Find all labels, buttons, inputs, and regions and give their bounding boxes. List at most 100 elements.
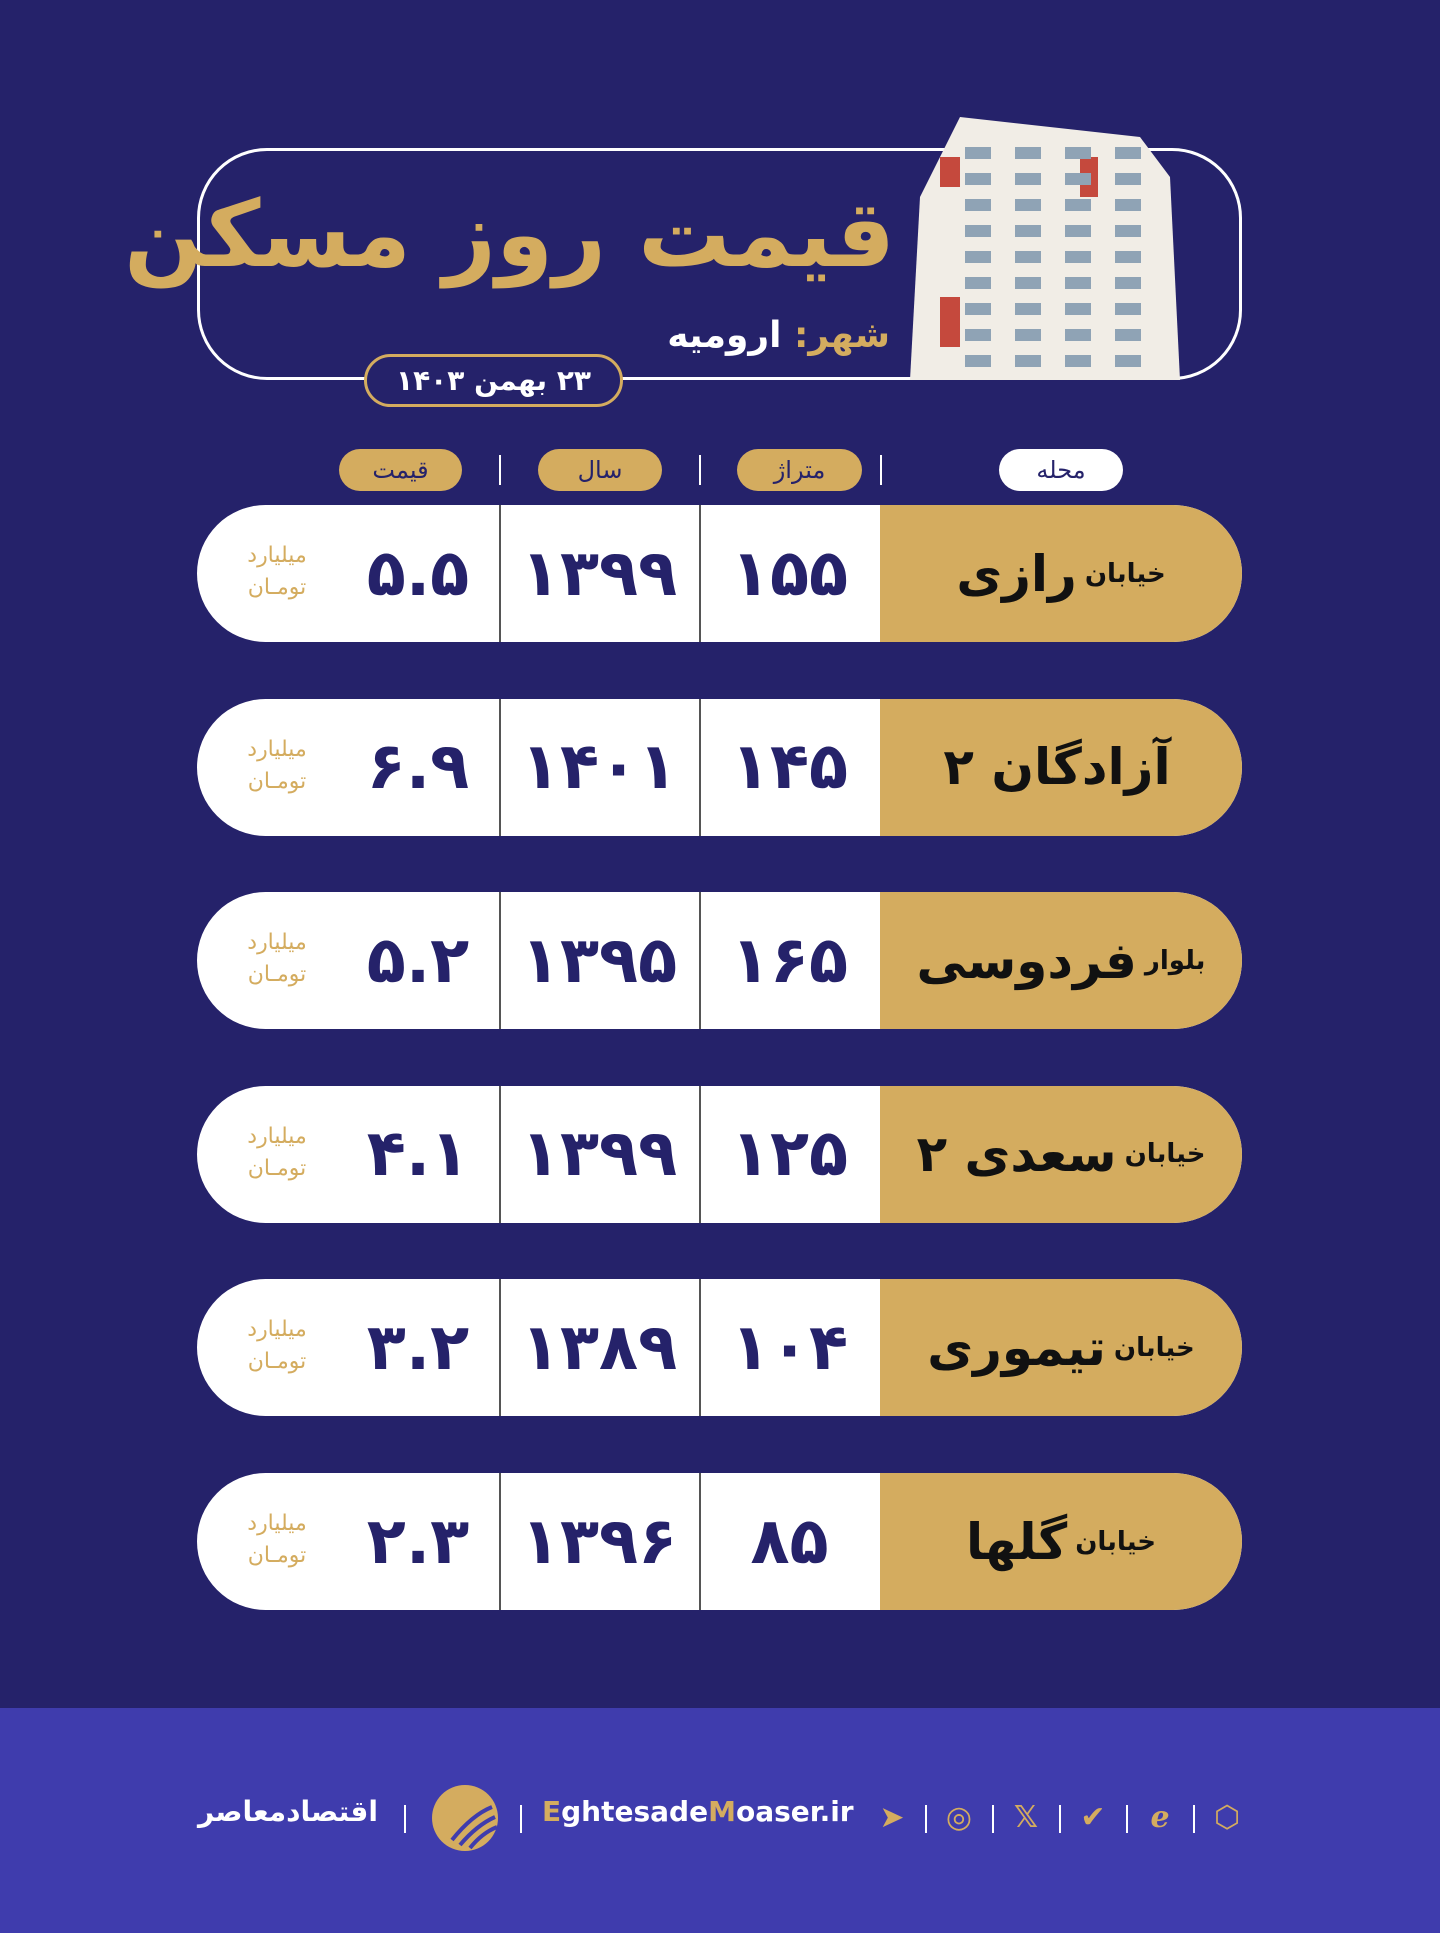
price-unit: میلیارد تومـان	[227, 734, 327, 798]
divider	[499, 1473, 501, 1610]
divider	[1059, 1805, 1061, 1833]
window	[1115, 199, 1141, 211]
divider	[699, 892, 701, 1030]
divider	[499, 455, 501, 485]
price-unit: میلیارد تومـان	[227, 1314, 327, 1378]
website-link[interactable]: EghtesadeMoaser.ir	[542, 1795, 854, 1828]
window	[1065, 147, 1091, 159]
window	[1015, 355, 1041, 367]
neighborhood-name: تیموری	[927, 1318, 1106, 1377]
area-cell: ۱۶۵	[730, 923, 849, 998]
window	[1115, 303, 1141, 315]
table-row: آزادگان ۲ ۱۴۵ ۱۴۰۱ ۶.۹ میلیارد تومـان	[197, 698, 1242, 836]
divider	[880, 455, 882, 485]
neighborhood-name: سعدی ۲	[916, 1125, 1117, 1184]
neighborhood-cell: خیابان سعدی ۲	[880, 1085, 1242, 1223]
divider	[699, 505, 701, 642]
divider	[499, 892, 501, 1030]
window	[965, 173, 991, 185]
column-header-price: قیمت	[339, 449, 462, 491]
window	[1065, 251, 1091, 263]
unit-line: تومـان	[247, 768, 307, 794]
divider	[699, 1085, 701, 1223]
window	[965, 329, 991, 341]
unit-line: میلیارد	[247, 543, 307, 568]
window	[965, 225, 991, 237]
table-row: خیابان سعدی ۲ ۱۲۵ ۱۳۹۹ ۴.۱ میلیارد تومـان	[197, 1085, 1242, 1223]
price-unit: میلیارد تومـان	[227, 1121, 327, 1185]
hexagon-icon[interactable]: ⬡	[1213, 1799, 1241, 1835]
unit-line: میلیارد	[247, 930, 307, 956]
year-cell: ۱۳۸۹	[520, 1310, 678, 1385]
unit-line: تومـان	[247, 962, 307, 988]
divider	[1126, 1805, 1128, 1833]
window	[965, 199, 991, 211]
window	[1015, 225, 1041, 237]
divider	[992, 1805, 994, 1833]
column-header-year: سال	[538, 449, 662, 491]
area-cell: ۱۵۵	[730, 536, 849, 611]
divider	[1193, 1805, 1195, 1833]
window	[1065, 199, 1091, 211]
building-image	[910, 117, 1180, 380]
unit-line: میلیارد	[247, 736, 307, 762]
area-cell: ۱۰۴	[730, 1310, 849, 1385]
divider	[499, 505, 501, 642]
year-cell: ۱۴۰۱	[520, 730, 678, 805]
unit-line: میلیارد	[247, 1511, 307, 1536]
unit-line: تومـان	[247, 1155, 307, 1181]
table-row: بلوار فردوسی ۱۶۵ ۱۳۹۵ ۵.۲ میلیارد تومـان	[197, 892, 1242, 1030]
brand-logo-icon	[432, 1785, 498, 1851]
price-cell: ۴.۱	[366, 1117, 470, 1192]
e-logo-icon[interactable]: ℯ	[1150, 1799, 1170, 1835]
neighborhood-cell: بلوار فردوسی	[880, 892, 1242, 1030]
price-unit: میلیارد تومـان	[227, 1508, 327, 1572]
column-header-neighborhood: محله	[999, 449, 1123, 491]
window	[965, 277, 991, 289]
unit-line: تومـان	[247, 575, 307, 600]
window	[1115, 355, 1141, 367]
neighborhood-name: گلها	[965, 1512, 1068, 1571]
year-cell: ۱۳۹۵	[520, 923, 678, 998]
window	[1115, 277, 1141, 289]
x-icon[interactable]: 𝕏	[1013, 1799, 1039, 1835]
window	[965, 303, 991, 315]
divider	[404, 1805, 406, 1833]
table-row: خیابان رازی ۱۵۵ ۱۳۹۹ ۵.۵ میلیارد تومـان	[197, 505, 1242, 642]
divider	[699, 1279, 701, 1417]
price-cell: ۳.۲	[366, 1310, 470, 1385]
neighborhood-name: فردوسی	[916, 931, 1137, 990]
date-badge: ۲۳ بهمن ۱۴۰۳	[364, 354, 623, 407]
telegram-icon[interactable]: ➤	[879, 1799, 905, 1835]
year-cell: ۱۳۹۶	[520, 1504, 678, 1579]
window	[965, 355, 991, 367]
neighborhood-name: رازی	[956, 544, 1077, 603]
window	[1065, 173, 1091, 185]
window	[1065, 329, 1091, 341]
neighborhood-name: آزادگان ۲	[943, 738, 1171, 797]
city-name: ارومیه	[667, 315, 782, 356]
unit-line: میلیارد	[247, 1123, 307, 1149]
window	[1015, 173, 1041, 185]
window	[1065, 303, 1091, 315]
area-cell: ۱۴۵	[730, 730, 849, 805]
brand-name: اقتصادمعاصر	[198, 1795, 378, 1828]
price-cell: ۵.۵	[366, 536, 470, 611]
window	[1065, 277, 1091, 289]
neighborhood-cell: آزادگان ۲	[880, 698, 1242, 836]
neighborhood-cell: خیابان رازی	[880, 505, 1242, 642]
city-label: شهر:	[794, 315, 890, 356]
check-shield-icon[interactable]: ✔	[1080, 1799, 1106, 1835]
street-prefix: خیابان	[1113, 1332, 1195, 1363]
price-cell: ۵.۲	[366, 923, 470, 998]
window	[1115, 329, 1141, 341]
divider	[499, 698, 501, 836]
footer-bar	[0, 1708, 1440, 1933]
instagram-icon[interactable]: ◎	[945, 1799, 973, 1835]
divider	[499, 1279, 501, 1417]
unit-line: تومـان	[247, 1349, 307, 1375]
window	[1015, 277, 1041, 289]
divider	[499, 1085, 501, 1223]
window	[1015, 147, 1041, 159]
window	[1015, 199, 1041, 211]
